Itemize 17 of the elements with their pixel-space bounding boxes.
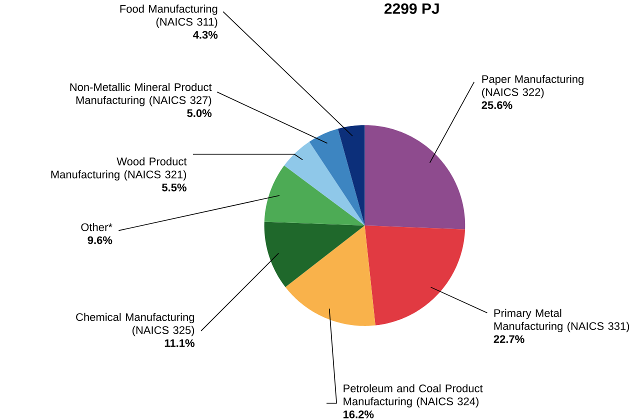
slice-label: Wood Product Manufacturing (NAICS 321)	[51, 157, 187, 180]
slice-label: Petroleum and Coal Product Manufacturing (NAICS 324)	[344, 384, 483, 408]
data-label: 22.7%	[494, 335, 524, 343]
slice-label: Paper Manufacturing (NAICS 322)	[482, 74, 584, 98]
slice-label: Primary Metal Manufacturing (NAICS 331)	[494, 308, 630, 332]
data-label: 9.6%	[88, 236, 112, 244]
data-label: 11.1%	[164, 339, 195, 347]
data-label: 16.2%	[343, 410, 374, 418]
data-label: 4.3%	[192, 30, 218, 39]
data-label: 5.0%	[187, 109, 212, 117]
data-label: 25.6%	[482, 101, 512, 109]
chart-title: 2299 PJ	[384, 3, 439, 14]
data-label: 5.5%	[162, 183, 186, 192]
slice-label: Other*	[81, 222, 112, 231]
slice-label: Food Manufacturing (NAICS 311)	[120, 4, 218, 28]
slice-label: Chemical Manufacturing (NAICS 325)	[76, 312, 194, 336]
slice-label: Non-Metallic Mineral Product Manufacturing (NAICS 327)	[70, 82, 212, 106]
